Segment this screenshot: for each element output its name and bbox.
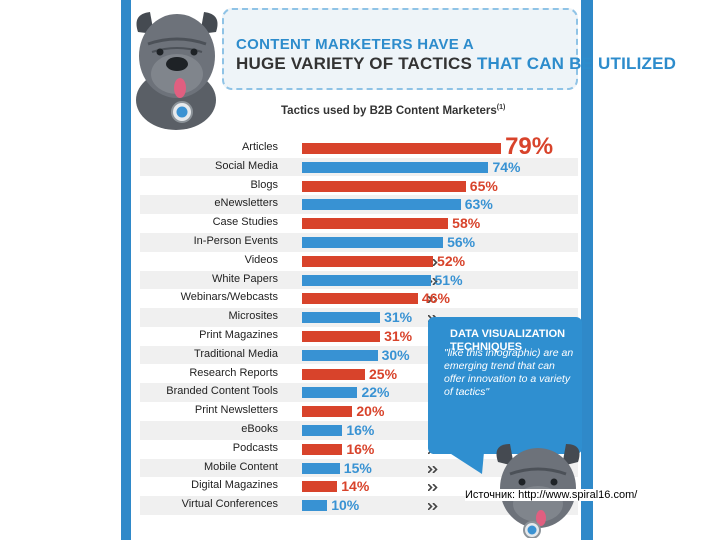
- chart-subtitle-text: Tactics used by B2B Content Marketers: [281, 104, 497, 117]
- bar: [302, 331, 381, 342]
- value-label: 31%: [384, 309, 413, 326]
- category-label: Research Reports: [189, 366, 278, 379]
- chart-subtitle: Tactics used by B2B Content Marketers(1): [281, 104, 505, 117]
- value-label: 22%: [361, 384, 390, 401]
- bar: [302, 180, 466, 192]
- category-label: Videos: [244, 253, 278, 266]
- category-label: eNewsletters: [214, 197, 278, 210]
- value-label: 58%: [452, 215, 481, 232]
- bar: [302, 500, 328, 512]
- chart-row: Digital Magazines: [140, 477, 578, 496]
- category-label: Articles: [241, 141, 278, 153]
- bar: [302, 255, 434, 267]
- callout-box: [428, 317, 582, 454]
- value-label: 65%: [469, 177, 498, 194]
- chart-row: Webinars/Webcasts: [140, 289, 578, 308]
- value-label: 79%: [505, 133, 554, 160]
- bar: [302, 425, 343, 436]
- category-label: eBooks: [241, 423, 278, 435]
- chart-title-line2-rest: THAT CAN BE UTILIZED: [472, 54, 677, 73]
- bar: [302, 161, 489, 173]
- callout-pointer: [448, 452, 484, 474]
- value-label: 31%: [384, 328, 413, 344]
- bar: [302, 349, 378, 361]
- value-label: 16%: [346, 440, 375, 457]
- bar: [302, 406, 353, 418]
- category-label: Webinars/Webcasts: [180, 291, 278, 304]
- chart-title-line1: CONTENT MARKETERS HAVE A: [236, 36, 475, 53]
- callout-body: "like this infographic) are an emerging …: [444, 347, 574, 398]
- category-label: Virtual Conferences: [181, 498, 278, 511]
- category-label: Mobile Content: [204, 460, 278, 473]
- category-label: In-Person Events: [193, 235, 278, 247]
- value-label: 52%: [437, 252, 466, 269]
- chevron-double-icon: [428, 503, 438, 511]
- bar: [302, 481, 338, 493]
- value-label: 10%: [331, 497, 360, 514]
- category-label: White Papers: [211, 272, 278, 285]
- category-label: Digital Magazines: [191, 479, 278, 492]
- value-label: 74%: [492, 158, 521, 175]
- dog-mascot-icon: [496, 444, 580, 538]
- value-label: 46%: [421, 290, 450, 307]
- category-label: Blogs: [250, 178, 278, 191]
- bar: [302, 368, 365, 380]
- category-label: Case Studies: [212, 216, 278, 229]
- bar: [302, 218, 449, 230]
- bar: [302, 237, 444, 248]
- bar: [302, 274, 431, 286]
- category-label: Branded Content Tools: [166, 385, 278, 398]
- bar: [302, 387, 358, 399]
- dog-mascot-icon: [136, 12, 218, 130]
- subtitle-footnote: (1): [496, 104, 506, 111]
- title-bubble: [222, 8, 578, 90]
- value-label: 16%: [346, 422, 375, 438]
- chart-title-highlight: HUGE VARIETY OF TACTICS: [236, 54, 473, 73]
- value-label: 15%: [343, 459, 372, 476]
- value-label: 30%: [381, 346, 410, 363]
- chevron-double-icon: [428, 296, 438, 304]
- category-label: Social Media: [215, 159, 278, 172]
- category-label: Microsites: [228, 310, 278, 323]
- bar: [302, 143, 502, 154]
- bar: [302, 462, 340, 474]
- value-label: 14%: [341, 478, 370, 495]
- bar: [302, 443, 343, 455]
- source-caption: Источник: http://www.spiral16.com/: [465, 489, 638, 501]
- value-label: 20%: [356, 403, 385, 420]
- category-label: Print Newsletters: [194, 404, 278, 417]
- value-label: 51%: [434, 271, 463, 288]
- category-label: Print Magazines: [199, 329, 278, 341]
- value-label: 56%: [447, 234, 476, 250]
- category-label: Podcasts: [232, 441, 278, 454]
- value-label: 63%: [464, 196, 493, 213]
- bar: [302, 312, 381, 324]
- chevron-double-icon: [428, 484, 438, 492]
- callout-heading: DATA VISUALIZATION TECHNIQUES: [450, 328, 566, 353]
- value-label: 25%: [369, 365, 398, 382]
- chart-title-line2: HUGE VARIETY OF TACTICS THAT CAN BE UTIL…: [236, 54, 676, 74]
- bar: [302, 293, 418, 305]
- bar: [302, 199, 461, 211]
- category-label: Traditional Media: [194, 347, 278, 360]
- chevron-double-icon: [428, 465, 438, 473]
